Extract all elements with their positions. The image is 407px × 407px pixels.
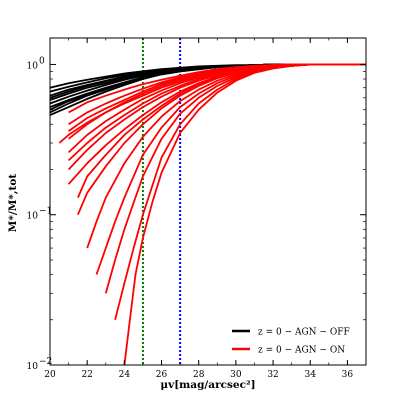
x-tick-label-4: 28 xyxy=(193,370,205,380)
x-tick-label-0: 20 xyxy=(44,370,56,380)
x-tick-label-7: 34 xyxy=(305,370,317,380)
x-tick-label-3: 26 xyxy=(156,370,168,380)
legend: z = 0 − AGN − OFF z = 0 − AGN − ON xyxy=(232,328,350,356)
reference-lines xyxy=(141,38,182,365)
series-layer xyxy=(50,63,366,365)
x-axis-label: μv[mag/arcsec²] xyxy=(160,379,255,391)
y-tick-label-2: 10 xyxy=(27,362,39,372)
x-tick-label-6: 32 xyxy=(267,370,278,380)
plot-frame xyxy=(49,37,367,366)
series-1 xyxy=(58,63,366,365)
y-tick-exponent-0: 0 xyxy=(39,56,45,66)
x-tick-label-8: 36 xyxy=(342,370,354,380)
x-tick-label-1: 22 xyxy=(81,370,92,380)
plot-area xyxy=(50,38,366,365)
x-tick-label-5: 30 xyxy=(230,370,242,380)
y-axis-label: M*/M*,tot xyxy=(7,174,19,233)
legend-label-0: z = 0 − AGN − OFF xyxy=(258,328,350,338)
x-axis-ticks: 20 22 24 26 28 30 32 34 36 xyxy=(44,38,367,380)
y-tick-label-1: 10 xyxy=(27,212,39,222)
legend-label-1: z = 0 − AGN − ON xyxy=(258,346,345,356)
x-tick-label-2: 24 xyxy=(119,370,131,380)
y-tick-exponent-2: −2 xyxy=(39,357,52,367)
series-1-curve-15 xyxy=(77,63,366,198)
y-tick-label-0: 10 xyxy=(27,61,39,71)
y-tick-exponent-1: −1 xyxy=(39,207,52,217)
series-1-curve-12 xyxy=(123,63,366,365)
